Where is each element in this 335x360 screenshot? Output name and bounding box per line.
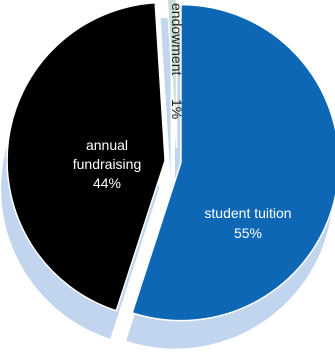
pie-slice-annual-fundraising bbox=[6, 2, 166, 312]
pie-slice-student-tuition bbox=[131, 3, 335, 322]
slice-label-annual-fundraising-line1: annual bbox=[86, 137, 128, 153]
slice-percent-annual-fundraising: 44% bbox=[93, 175, 121, 191]
slice-label-student-tuition: student tuition bbox=[204, 205, 291, 221]
slice-shadow bbox=[160, 18, 171, 177]
slice-label-endowment: endowment bbox=[169, 3, 185, 75]
slice-percent-student-tuition: 55% bbox=[234, 225, 262, 241]
pie-slice-endowment bbox=[166, 0, 178, 149]
slice-percent-endowment: 1% bbox=[169, 99, 185, 119]
slice-label-annual-fundraising-line2: fundraising bbox=[73, 156, 142, 172]
